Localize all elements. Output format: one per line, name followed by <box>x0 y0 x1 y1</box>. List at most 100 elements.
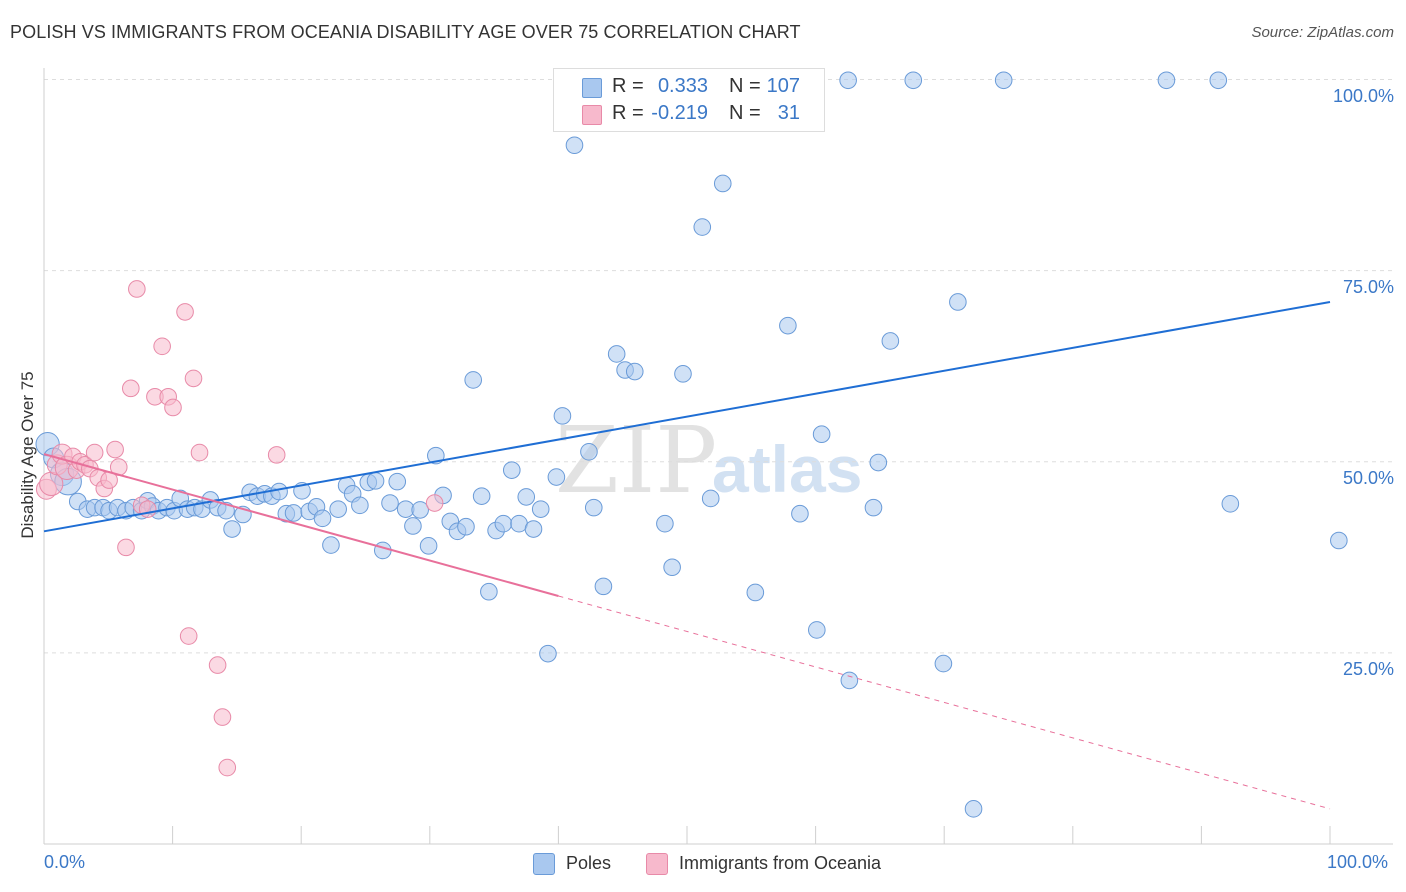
oceania-point <box>85 443 104 462</box>
poles-point <box>381 494 399 512</box>
poles-point <box>808 621 826 639</box>
watermark-zip: ZIP <box>555 407 717 514</box>
chart-title: POLISH VS IMMIGRANTS FROM OCEANIA DISABI… <box>10 22 801 42</box>
poles-swatch <box>582 78 602 98</box>
poles-point <box>1209 71 1228 90</box>
poles-point <box>517 488 536 506</box>
poles-point <box>547 468 566 486</box>
oceania-point <box>138 500 157 518</box>
y-tick-label-75: 75.0% <box>1342 277 1394 297</box>
poles-point <box>217 501 235 520</box>
y-tick-label-50: 50.0% <box>1342 468 1394 488</box>
poles-point <box>366 472 385 490</box>
poles-point <box>524 520 543 538</box>
oceania-point <box>208 656 227 674</box>
poles-point <box>693 218 712 236</box>
oceania-trend-line <box>43 453 559 597</box>
poles-point <box>494 514 513 533</box>
poles-point <box>701 489 720 508</box>
poles-point <box>1330 531 1348 550</box>
poles-point <box>539 644 557 663</box>
poles-point <box>964 800 983 818</box>
poles-point <box>531 500 550 518</box>
poles-point <box>329 500 347 518</box>
oceania-point <box>117 538 135 557</box>
poles-point <box>565 136 584 155</box>
poles-point <box>994 71 1013 90</box>
oceania-point <box>153 337 171 356</box>
poles-point <box>472 487 491 505</box>
oceania-point <box>128 280 146 298</box>
oceania-point <box>184 369 203 388</box>
oceania-point <box>164 398 182 417</box>
poles-point <box>388 472 407 491</box>
oceania-point <box>218 758 237 777</box>
oceania-point <box>122 379 140 398</box>
poles-point <box>812 425 831 444</box>
n-value: 31 <box>777 102 800 124</box>
r-value: 0.333 <box>657 75 708 97</box>
poles-point <box>284 504 303 522</box>
poles-point <box>840 671 859 690</box>
oceania-swatch <box>646 853 668 875</box>
poles-point <box>625 362 644 381</box>
poles-point <box>713 174 732 193</box>
oceania-point <box>176 303 194 321</box>
poles-point <box>839 71 857 90</box>
x-tick-label-max: 100.0% <box>1327 852 1389 872</box>
poles-point <box>934 654 953 673</box>
source-label: Source: ZipAtlas.com <box>1251 24 1394 41</box>
poles-trend-line <box>43 300 1331 533</box>
poles-point <box>656 514 674 533</box>
legend-label: Immigrants from Oceania <box>679 853 882 873</box>
poles-point <box>869 453 888 472</box>
oceania-swatch <box>582 105 602 125</box>
r-value: -0.219 <box>651 102 708 124</box>
poles-point <box>419 537 438 555</box>
poles-point <box>502 461 521 479</box>
poles-point <box>580 443 598 461</box>
oceania-trend-line-dashed <box>558 595 1331 810</box>
oceania-point <box>425 494 444 512</box>
poles-point <box>663 558 681 577</box>
poles-point <box>351 496 369 515</box>
poles-point <box>949 293 967 311</box>
poles-point <box>1221 494 1240 513</box>
poles-point <box>553 407 572 425</box>
series-legend: Poles Immigrants from Oceania <box>0 852 1406 878</box>
x-tick-label-min: 0.0% <box>44 852 86 872</box>
poles-point <box>411 501 429 519</box>
poles-point <box>791 504 809 523</box>
poles-swatch <box>533 853 555 875</box>
poles-point <box>464 371 483 389</box>
oceania-point <box>213 708 232 726</box>
poles-point <box>607 345 626 363</box>
poles-point <box>404 517 422 535</box>
legend-label: Poles <box>566 853 612 873</box>
poles-point <box>270 482 288 501</box>
poles-point <box>457 517 475 536</box>
poles-point <box>584 498 603 517</box>
n-label: N = <box>729 75 761 97</box>
y-tick-label-25: 25.0% <box>1342 659 1394 679</box>
oceania-point <box>179 627 198 645</box>
r-label: R = <box>612 102 644 124</box>
poles-point <box>373 541 392 560</box>
poles-point <box>746 583 765 602</box>
poles-point <box>594 577 613 596</box>
poles-point <box>779 316 797 335</box>
r-label: R = <box>612 75 644 97</box>
poles-point <box>1157 71 1176 90</box>
oceania-point <box>267 446 286 464</box>
oceania-point <box>190 443 209 462</box>
oceania-point <box>106 440 124 459</box>
y-tick-label-100: 100.0% <box>1332 86 1394 106</box>
legend-row-poles: R = 0.333 N = 107 <box>554 74 824 100</box>
poles-point <box>322 536 340 554</box>
poles-point <box>864 498 883 517</box>
poles-point <box>674 365 692 383</box>
n-label: N = <box>729 102 761 124</box>
poles-point <box>223 520 241 538</box>
stats-legend: R = 0.333 N = 107 R = -0.219 N = 31 <box>553 68 825 132</box>
